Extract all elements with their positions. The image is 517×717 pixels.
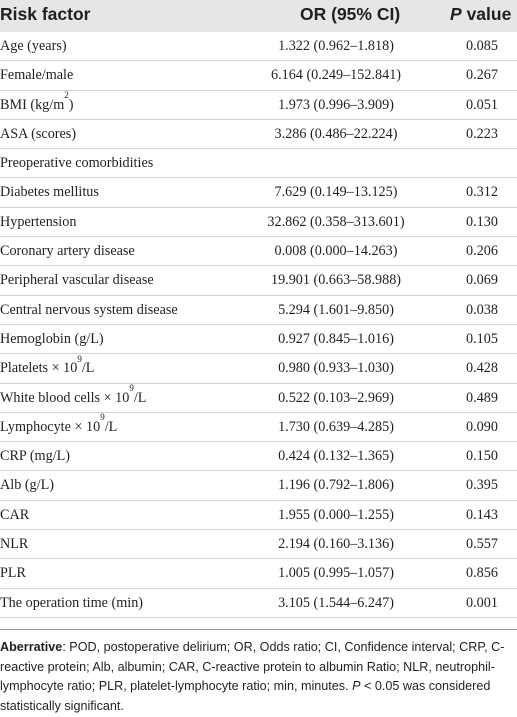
or-ci-cell: 0.927 (0.845–1.016) xyxy=(278,330,394,347)
risk-factor-cell: NLR xyxy=(0,536,29,553)
table-row: Hemoglobin (g/L) 0.927 (0.845–1.016) 0.105 xyxy=(0,325,517,355)
or-ci-cell: 6.164 (0.249–152.841) xyxy=(270,67,402,84)
table-row: Lymphocyte × 109/L 1.730 (0.639–4.285) 0.0… xyxy=(0,412,517,443)
p-value-cell: 0.105 xyxy=(466,330,498,347)
header-p-value: P value xyxy=(450,4,511,25)
p-value-cell: 0.085 xyxy=(466,38,498,54)
or-ci-cell: 1.730 (0.639–4.285) xyxy=(278,418,394,435)
table-row: Peripheral vascular disease 19.901 (0.663… xyxy=(0,266,517,296)
table-row: ASA (scores) 3.286 (0.486–22.224) 0.223 xyxy=(0,120,517,150)
or-ci-cell: 32.862 (0.358–313.601) xyxy=(267,213,405,230)
table-row: CAR 1.955 (0.000–1.255) 0.143 xyxy=(0,501,517,531)
risk-factor-cell: Diabetes mellitus xyxy=(0,184,99,201)
header-or-ci: OR (95% CI) xyxy=(300,4,401,24)
risk-factor-cell: Alb (g/L) xyxy=(0,477,54,494)
p-value-cell: 0.150 xyxy=(466,448,498,465)
risk-factor-cell: Lymphocyte × 109/L xyxy=(0,412,118,435)
table-row: Preoperative comorbidities xyxy=(0,149,517,179)
risk-factor-cell: CRP (mg/L) xyxy=(0,448,71,465)
or-ci-cell: 0.980 (0.933–1.030) xyxy=(278,360,394,377)
table-row: Diabetes mellitus 7.629 (0.149–13.125) 0.3… xyxy=(0,178,517,208)
risk-factor-cell: Hypertension xyxy=(0,213,77,230)
p-value-cell: 0.395 xyxy=(466,477,498,494)
risk-factor-cell: Hemoglobin (g/L) xyxy=(0,330,104,347)
p-value-cell: 0.143 xyxy=(466,506,498,523)
table-row: BMI (kg/m2) 1.973 (0.996–3.909) 0.051 xyxy=(0,89,517,120)
or-ci-cell: 5.294 (1.601–9.850) xyxy=(278,301,394,318)
p-value-cell: 0.312 xyxy=(466,184,498,201)
p-value-cell: 0.038 xyxy=(466,301,498,318)
table-row: Alb (g/L) 1.196 (0.792–1.806) 0.395 xyxy=(0,471,517,501)
risk-factor-cell: Female/male xyxy=(0,67,74,84)
table-row: Age (years) 1.322 (0.962–1.818) 0.085 xyxy=(0,32,517,62)
footnote-significance: < 0.05 was considered statistically sign… xyxy=(0,679,491,713)
or-ci-cell: 1.005 (0.995–1.057) xyxy=(278,565,394,582)
p-value-cell: 0.489 xyxy=(466,389,498,406)
table-row: Central nervous system disease 5.294 (1.6… xyxy=(0,296,517,325)
footnote-text: : POD, postoperative delirium; OR, Odds … xyxy=(0,640,505,693)
table-row: Platelets × 109/L 0.980 (0.933–1.030) 0.42… xyxy=(0,353,517,384)
p-value-cell: 0.206 xyxy=(466,243,498,260)
risk-factor-cell: CAR xyxy=(0,506,30,523)
risk-factor-cell: Central nervous system disease xyxy=(0,301,178,318)
p-value-cell: 0.267 xyxy=(466,67,498,84)
or-ci-cell: 2.194 (0.160–3.136) xyxy=(278,536,394,553)
p-value-cell: 0.069 xyxy=(466,272,498,289)
or-ci-cell: 1.322 (0.962–1.818) xyxy=(278,38,394,54)
or-ci-cell: 3.105 (1.544–6.247) xyxy=(278,594,394,611)
or-ci-cell: 3.286 (0.486–22.224) xyxy=(274,125,398,142)
table-row: The operation time (min) 3.105 (1.544–6.2… xyxy=(0,589,517,618)
risk-factor-cell: Platelets × 109/L xyxy=(0,353,95,377)
table-body: Age (years) 1.322 (0.962–1.818) 0.085 Femal… xyxy=(0,32,517,618)
p-value-cell: 0.856 xyxy=(466,565,498,582)
table-row: NLR 2.194 (0.160–3.136) 0.557 xyxy=(0,530,517,560)
table-footnote: Aberrative: POD, postoperative delirium;… xyxy=(0,629,517,716)
p-value-cell: 0.223 xyxy=(466,125,498,142)
risk-factor-cell: White blood cells × 109/L xyxy=(0,382,147,406)
risk-factor-cell: ASA (scores) xyxy=(0,125,77,142)
or-ci-cell: 19.901 (0.663–58.988) xyxy=(270,272,402,289)
risk-factor-table: Risk factor OR (95% CI) P value Age (yea… xyxy=(0,0,517,618)
table-row: Female/male 6.164 (0.249–152.841) 0.267 xyxy=(0,61,517,91)
risk-factor-cell: The operation time (min) xyxy=(0,594,144,611)
risk-factor-cell: Age (years) xyxy=(0,38,67,54)
header-p-italic: P xyxy=(450,4,462,24)
table-row: White blood cells × 109/L 0.522 (0.103–2.… xyxy=(0,382,517,413)
or-ci-cell: 0.008 (0.000–14.263) xyxy=(274,243,398,260)
risk-factor-cell: BMI (kg/m2) xyxy=(0,89,74,113)
or-ci-cell: 1.973 (0.996–3.909) xyxy=(278,96,394,113)
or-ci-cell: 1.196 (0.792–1.806) xyxy=(278,477,394,494)
p-value-cell: 0.051 xyxy=(466,96,498,113)
or-ci-cell: 1.955 (0.000–1.255) xyxy=(278,506,394,523)
risk-factor-cell: Preoperative comorbidities xyxy=(0,155,154,172)
or-ci-cell: 0.522 (0.103–2.969) xyxy=(278,389,394,406)
table-row: Hypertension 32.862 (0.358–313.601) 0.130 xyxy=(0,208,517,238)
or-ci-cell: 7.629 (0.149–13.125) xyxy=(274,184,398,201)
table-header: Risk factor OR (95% CI) P value xyxy=(0,0,517,32)
or-ci-cell: 0.424 (0.132–1.365) xyxy=(278,448,394,465)
table-row: Coronary artery disease 0.008 (0.000–14.2… xyxy=(0,237,517,267)
table-row: PLR 1.005 (0.995–1.057) 0.856 xyxy=(0,559,517,589)
header-p-suffix: value xyxy=(466,4,512,24)
header-risk-factor: Risk factor xyxy=(0,4,91,24)
p-value-cell: 0.090 xyxy=(466,418,498,435)
table-row: CRP (mg/L) 0.424 (0.132–1.365) 0.150 xyxy=(0,442,517,472)
p-value-cell: 0.428 xyxy=(466,360,498,377)
p-value-cell: 0.557 xyxy=(466,536,498,553)
footnote-label: Aberrative xyxy=(0,640,63,654)
risk-factor-cell: Coronary artery disease xyxy=(0,243,135,260)
footnote-p-italic: P xyxy=(352,679,361,693)
risk-factor-cell: Peripheral vascular disease xyxy=(0,272,154,289)
risk-factor-cell: PLR xyxy=(0,565,27,582)
p-value-cell: 0.130 xyxy=(466,213,498,230)
p-value-cell: 0.001 xyxy=(466,594,498,611)
